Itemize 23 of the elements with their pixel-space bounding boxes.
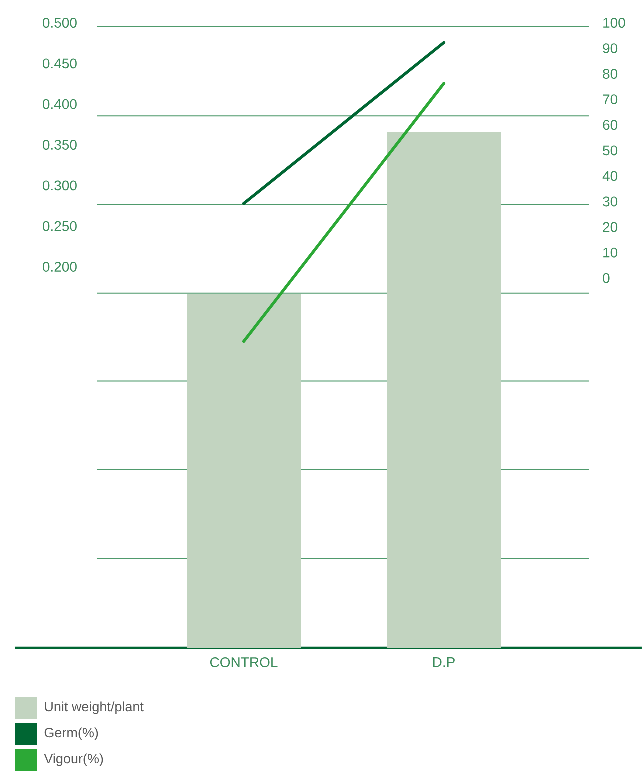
legend-label: Germ(%) [44,728,98,740]
x-tick-label: CONTROL [210,658,278,668]
y-tick-label: 0.200 [42,262,77,272]
y2-tick-label: 30 [603,196,618,207]
y-tick-label: 0.300 [42,180,77,191]
y-tick-label: 0.450 [42,58,77,69]
y-tick-label: 0.350 [42,140,77,150]
y-tick-label: 0.250 [42,221,77,232]
y2-tick-label: 70 [603,94,618,105]
y2-tick-label: 10 [604,248,618,258]
y-tick-label: 0.500 [42,18,77,28]
y2-tick-label: 90 [603,44,618,54]
legend-label: Vigour(%) [44,754,104,766]
x-tick-label: D.P [433,658,455,668]
y2-tick-label: 50 [603,146,618,156]
y2-tick-label: 40 [602,171,618,182]
y2-tick-label: 60 [603,120,618,130]
y2-tick-label: 20 [603,222,618,232]
y2-tick-label: 0 [603,273,610,284]
y2-tick-label: 100 [604,18,626,28]
y-tick-label: 0.400 [42,99,77,110]
y2-tick-label: 80 [603,69,618,80]
legend-label: Unit weight/plant [45,702,144,714]
